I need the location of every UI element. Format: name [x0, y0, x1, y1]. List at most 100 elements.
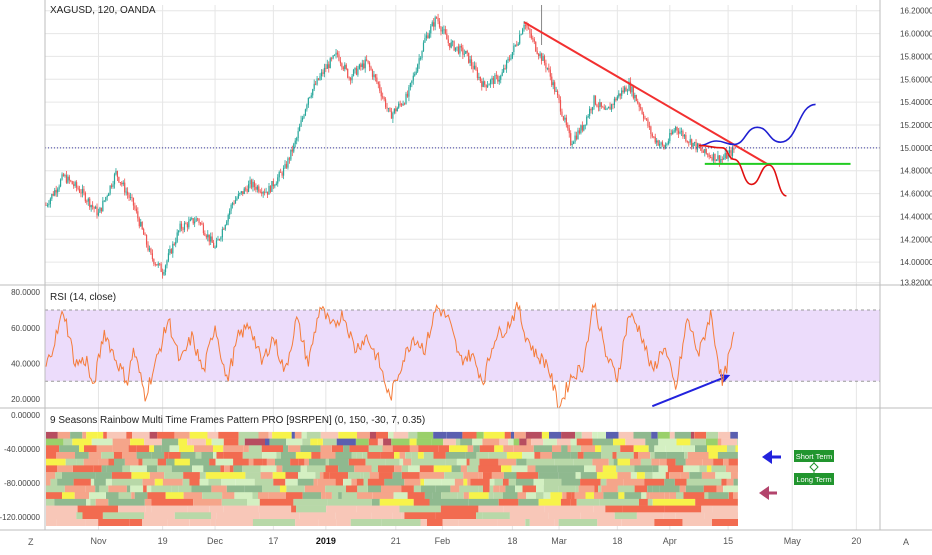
rainbow-cell	[614, 459, 618, 466]
rainbow-cell	[704, 512, 730, 519]
symbol-title: XAGUSD, 120, OANDA	[50, 5, 156, 16]
rainbow-cell	[452, 465, 461, 472]
rainbow-cell	[618, 472, 631, 479]
rainbow-cell	[575, 432, 582, 439]
rainbow-cell	[99, 486, 108, 493]
rainbow-cell	[498, 459, 516, 466]
price-candle	[671, 133, 672, 134]
price-candle	[222, 229, 223, 237]
price-candle	[126, 192, 127, 193]
rainbow-cell	[601, 486, 618, 493]
rainbow-cell	[349, 445, 368, 452]
rainbow-cell	[630, 459, 641, 466]
price-candle	[255, 187, 256, 190]
rainbow-cell	[46, 445, 59, 452]
rainbow-cell	[675, 432, 691, 439]
rainbow-cell	[676, 459, 686, 466]
rainbow-cell	[286, 492, 303, 499]
price-candle	[98, 213, 99, 216]
rainbow-cell	[513, 445, 534, 452]
price-candle	[197, 218, 198, 219]
price-candle	[586, 117, 587, 125]
price-candle	[60, 180, 61, 187]
price-candle	[220, 237, 221, 239]
rainbow-cell	[562, 492, 566, 499]
price-candle	[300, 120, 301, 126]
rainbow-cell	[164, 472, 183, 479]
price-candle	[267, 192, 268, 195]
price-candle	[614, 99, 615, 105]
price-candle	[569, 128, 570, 133]
price-candle	[57, 189, 58, 192]
rainbow-cell	[46, 512, 76, 519]
rainbow-cell	[130, 465, 147, 472]
price-candle	[314, 84, 315, 89]
price-candle	[242, 191, 243, 194]
rainbow-title: 9 Seasons Rainbow Multi Time Frames Patt…	[50, 415, 425, 426]
price-candle	[182, 229, 183, 230]
price-candle	[124, 183, 125, 193]
x-tick-label: 18	[612, 536, 622, 546]
rainbow-cell	[262, 445, 273, 452]
rainbow-cell	[90, 499, 95, 506]
price-candle	[152, 253, 153, 259]
price-candle	[75, 182, 76, 186]
rainbow-cell	[658, 439, 676, 446]
rainbow-cell	[559, 519, 598, 526]
rainbow-cell	[586, 492, 595, 499]
price-candle	[82, 189, 83, 193]
rainbow-cell	[538, 472, 559, 479]
rainbow-cell	[113, 439, 131, 446]
rainbow-cell	[127, 486, 130, 493]
price-candle	[155, 264, 156, 265]
rainbow-cell	[272, 432, 292, 439]
rainbow-cell	[493, 465, 501, 472]
price-candle	[631, 87, 632, 92]
price-candle	[333, 55, 334, 58]
price-candle	[163, 272, 164, 275]
rainbow-cell	[634, 452, 639, 459]
price-candle	[585, 125, 586, 126]
rainbow-cell	[555, 519, 559, 526]
price-candle	[429, 33, 430, 38]
price-candle	[553, 82, 554, 85]
rainbow-cell	[605, 506, 611, 513]
rainbow-cell	[712, 519, 738, 526]
rainbow-cell	[592, 459, 608, 466]
rainbow-cell	[579, 486, 595, 493]
rainbow-cell	[275, 459, 290, 466]
rainbow-cell	[493, 486, 499, 493]
rainbow-cell	[245, 486, 262, 493]
rainbow-cell	[660, 459, 667, 466]
rainbow-cell	[336, 519, 351, 526]
rainbow-cell	[79, 445, 84, 452]
rainbow-cell	[549, 512, 580, 519]
price-candle	[625, 87, 626, 91]
rainbow-cell	[639, 499, 648, 506]
price-candle	[685, 135, 686, 141]
price-candle	[372, 70, 373, 77]
price-candle	[130, 197, 131, 198]
rainbow-cell	[78, 506, 119, 513]
rainbow-cell	[178, 439, 187, 446]
rainbow-cell	[211, 512, 216, 519]
rainbow-cell	[172, 465, 192, 472]
rainbow-cell	[702, 459, 707, 466]
price-candle	[675, 127, 676, 130]
price-candle	[722, 159, 723, 160]
rainbow-cell	[433, 432, 446, 439]
price-candle	[303, 115, 304, 117]
rainbow-cell	[446, 459, 457, 466]
rainbow-cell	[364, 472, 370, 479]
rainbow-cell	[478, 465, 493, 472]
price-candle	[681, 131, 682, 132]
rainbow-cell	[483, 472, 492, 479]
price-candle	[196, 218, 197, 221]
rainbow-cell	[493, 492, 503, 499]
price-candle	[223, 229, 224, 230]
rainbow-cell	[46, 465, 57, 472]
price-candle	[547, 68, 548, 69]
rainbow-cell	[478, 506, 503, 513]
price-candle	[408, 87, 409, 96]
rainbow-cell	[181, 452, 196, 459]
